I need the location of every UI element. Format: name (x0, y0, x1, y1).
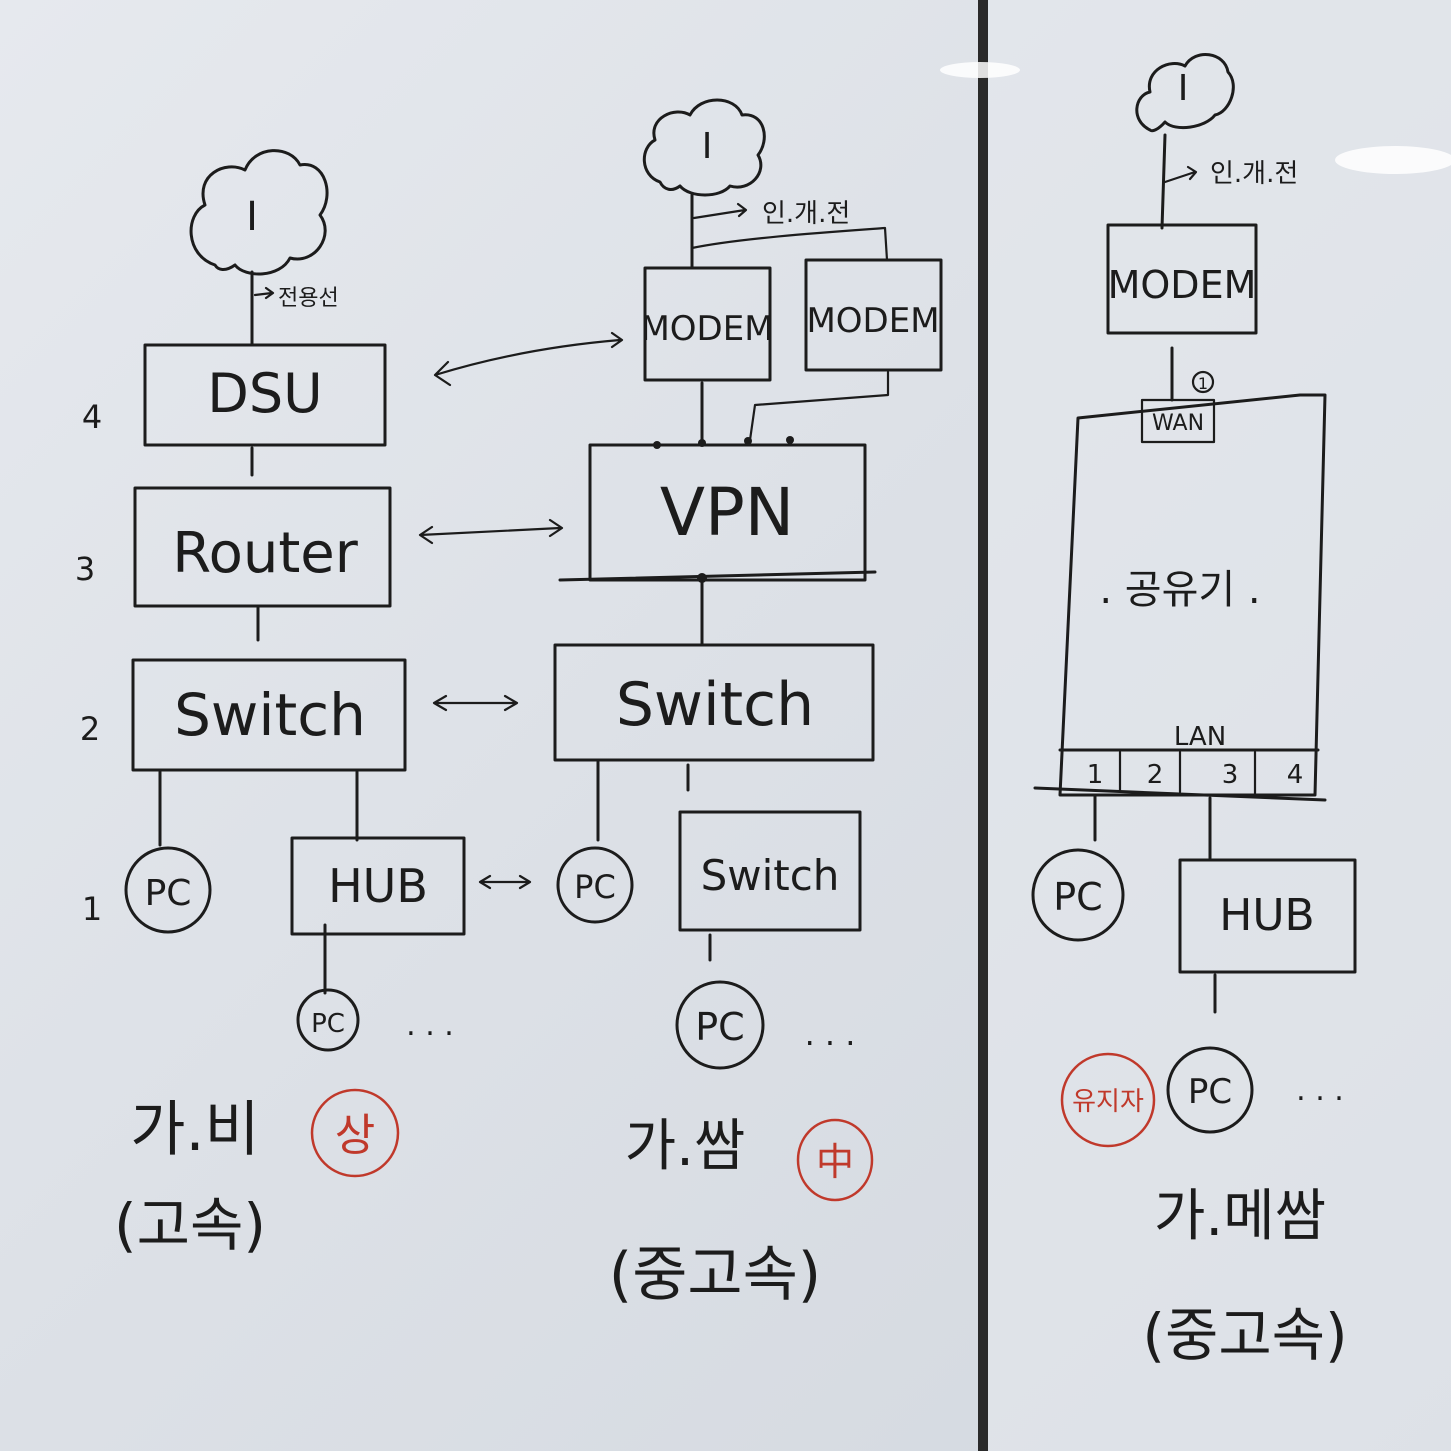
lan-port-number: 2 (1147, 760, 1164, 790)
pc-label: PC (1188, 1072, 1232, 1112)
switch-box (131, 658, 407, 772)
line-label: 인.개.전 (1210, 159, 1298, 189)
hub-label: HUB (328, 859, 428, 913)
middle-diagram: I 인.개.전 MODEM MODEM VPN Switch PC Switch… (418, 98, 943, 1310)
pc-label: PC (145, 873, 192, 914)
lan-port-number: 1 (1087, 760, 1104, 790)
modem-box (1106, 223, 1258, 335)
left-diagram: I 전용선 DSU Router Switch 4 3 2 1 PC HUB P… (75, 149, 466, 1259)
lan-port-number: 3 (1222, 760, 1239, 790)
bidirectional-arrow (418, 518, 564, 545)
caption: 가.비 (130, 1095, 259, 1165)
internet-cloud-middle (642, 98, 766, 197)
pc-node (556, 846, 634, 924)
hub-box (290, 836, 466, 936)
glare (1335, 146, 1451, 174)
switch-label: Switch (174, 681, 366, 749)
lan-label: LAN (1174, 722, 1226, 752)
speed-label: (중고속) (609, 1240, 821, 1310)
switch-label: Switch (701, 851, 840, 900)
vpn-label: VPN (660, 474, 794, 551)
router-box (1058, 393, 1327, 797)
red-mark-circle (1060, 1052, 1156, 1148)
switch-label: Switch (616, 670, 814, 740)
switch-box-small (678, 810, 862, 932)
ellipsis: . . . (406, 1008, 454, 1043)
dsu-box (143, 343, 387, 447)
pc-label: PC (311, 1009, 345, 1039)
hub-box (1178, 858, 1357, 974)
layer-number: 1 (82, 890, 102, 928)
port-number-circle (1191, 370, 1215, 394)
router-label: . 공유기 . (1099, 567, 1260, 613)
red-mark: 中 (816, 1140, 854, 1184)
red-mark: 상 (335, 1110, 375, 1161)
cloud-label: I (246, 194, 258, 240)
modem-box-2 (804, 258, 943, 372)
pc-node (1031, 848, 1125, 942)
pc-node (124, 846, 212, 934)
layer-number: 4 (82, 398, 102, 436)
modem-box-1 (643, 266, 772, 382)
pc-label: PC (574, 868, 616, 906)
caption: 가.메쌈 (1154, 1184, 1326, 1249)
line-label: 전용선 (278, 286, 339, 311)
wan-label: WAN (1152, 411, 1204, 436)
modem-label: MODEM (640, 309, 773, 349)
red-mark: 유지자 (1072, 1087, 1144, 1117)
internet-cloud-right (1135, 53, 1235, 133)
red-mark-circle (310, 1088, 400, 1178)
line-label: 인.개.전 (762, 199, 850, 229)
dsu-label: DSU (207, 362, 322, 425)
pc-label: PC (695, 1005, 744, 1049)
layer-number: 2 (80, 710, 100, 748)
cloud-label: I (702, 126, 713, 167)
vpn-box (588, 443, 867, 582)
pc-node (675, 980, 765, 1070)
wan-port-box (1140, 398, 1216, 444)
lan-port-number: 4 (1287, 760, 1304, 790)
pc-node (1166, 1046, 1254, 1134)
switch-box (553, 643, 875, 762)
caption: 가.쌈 (625, 1114, 746, 1179)
cloud-label: I (1178, 68, 1189, 109)
board-seam (978, 0, 988, 1451)
modem-label: MODEM (806, 301, 939, 341)
right-diagram: I 인.개.전 MODEM 1 WAN . 공유기 . LAN 1 2 3 4 … (1031, 53, 1357, 1369)
hub-label: HUB (1219, 890, 1314, 941)
modem-label: MODEM (1108, 263, 1257, 307)
speed-label: (중고속) (1142, 1301, 1347, 1369)
router-label: Router (172, 521, 359, 586)
speed-label: (고속) (114, 1191, 266, 1259)
right-panel (988, 0, 1451, 1451)
bidirectional-arrow (478, 874, 532, 890)
bidirectional-arrow (432, 694, 519, 712)
pc-node (296, 988, 360, 1052)
red-mark-circle (796, 1118, 874, 1202)
wan-port-number: 1 (1198, 374, 1208, 393)
internet-cloud-left (189, 149, 329, 276)
pc-label: PC (1053, 875, 1102, 919)
layer-number: 3 (75, 550, 95, 588)
bidirectional-arrow (433, 331, 624, 387)
glare (940, 62, 1020, 78)
ellipsis: . . . (1296, 1073, 1344, 1108)
router-box (133, 486, 392, 608)
ellipsis: . . . (805, 1015, 856, 1053)
